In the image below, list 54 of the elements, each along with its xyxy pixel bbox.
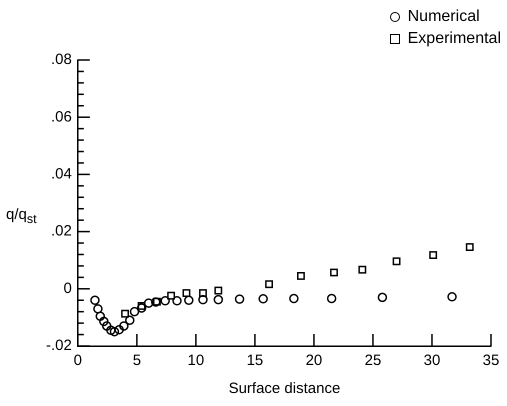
- point: [130, 306, 140, 316]
- point: [289, 294, 299, 304]
- point: [182, 289, 190, 298]
- y-axis-title: q/q$_{st}$: [6, 206, 37, 226]
- point: [90, 295, 100, 305]
- y-tick-label: -.02: [46, 337, 72, 354]
- y-tick-label: .08: [50, 51, 72, 68]
- point: [429, 251, 438, 259]
- point: [110, 326, 120, 336]
- point: [106, 326, 116, 336]
- point: [119, 321, 129, 331]
- point: [198, 294, 208, 304]
- point: [172, 296, 182, 306]
- point: [258, 294, 268, 304]
- x-tick-label: 5: [132, 352, 142, 370]
- y-tick-label: .02: [50, 222, 72, 240]
- point: [297, 272, 305, 280]
- point: [125, 316, 135, 326]
- x-tick-label: 30: [424, 352, 440, 370]
- legend-label: Numerical: [408, 7, 480, 27]
- point: [358, 266, 366, 274]
- point: [330, 268, 338, 276]
- point: [199, 289, 207, 298]
- point: [234, 294, 244, 304]
- point: [93, 304, 103, 314]
- x-axis-title: Surface distance: [228, 380, 340, 398]
- point: [265, 280, 274, 288]
- point: [466, 243, 474, 251]
- point: [138, 302, 146, 310]
- point: [160, 296, 170, 306]
- point: [167, 292, 176, 300]
- x-tick-label: 10: [188, 352, 204, 370]
- y-tick-label: .04: [50, 166, 72, 183]
- point: [326, 294, 336, 304]
- point: [96, 312, 106, 322]
- point: [114, 324, 124, 334]
- point: [214, 294, 224, 304]
- point: [136, 303, 146, 313]
- x-tick-label: 20: [306, 352, 322, 370]
- point: [144, 298, 154, 308]
- y-tick-label: .06: [50, 108, 72, 126]
- x-tick-label: 35: [482, 352, 500, 370]
- point: [184, 295, 194, 305]
- x-tick-label: 25: [364, 352, 382, 370]
- legend-label: Experimental: [408, 29, 501, 49]
- point: [102, 321, 112, 331]
- x-tick-label: 15: [246, 352, 264, 370]
- y-tick-label: 0: [64, 280, 72, 297]
- point: [214, 286, 222, 294]
- point: [99, 316, 109, 326]
- point: [378, 292, 388, 302]
- point: [121, 310, 129, 318]
- point: [447, 292, 457, 302]
- point: [392, 257, 400, 266]
